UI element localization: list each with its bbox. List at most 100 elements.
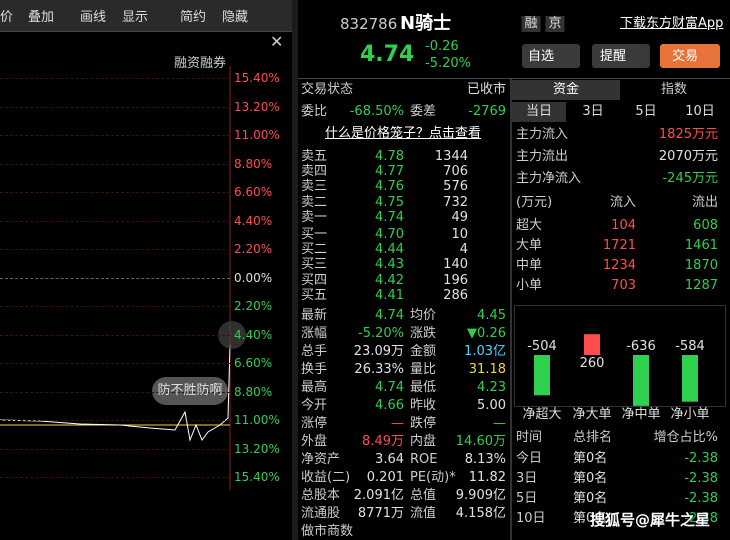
rank-position: 第0名	[573, 451, 608, 466]
stat-value: 8.49万	[362, 434, 404, 449]
rank-pct: -2.38	[684, 491, 718, 506]
period-tab[interactable]: 10日	[685, 104, 715, 119]
value: -2769	[468, 104, 506, 119]
book-price: 4.75	[375, 194, 404, 210]
row-label: 中单	[516, 258, 543, 273]
stat-value: 4.74	[375, 380, 404, 395]
inflow: 104	[611, 218, 636, 233]
book-volume: 196	[443, 272, 468, 288]
stat-value: 9.909亿	[455, 488, 506, 503]
grid-line	[0, 363, 230, 364]
tab-bg	[512, 102, 566, 122]
book-price: 4.74	[375, 209, 404, 225]
stat-label: 收益(二)	[301, 470, 351, 485]
rank-period: 今日	[516, 451, 543, 466]
toolbar-item[interactable]: 隐藏	[222, 10, 249, 25]
stat-value: 5.00	[477, 398, 506, 413]
axis-label: 4.40%	[234, 327, 273, 342]
tab[interactable]: 指数	[660, 82, 688, 97]
axis-label: 6.60%	[234, 185, 273, 199]
rank-pct: -2.38	[684, 451, 718, 466]
inflow: 1721	[602, 238, 636, 253]
toolbar	[0, 0, 292, 32]
stat-value: —	[493, 416, 506, 431]
tab-bg	[512, 80, 620, 100]
stat-label: 金额	[410, 344, 437, 359]
stat-value: 1.03亿	[464, 344, 506, 359]
stat-value: 11.82	[468, 470, 506, 485]
stat-label: PE(动)*	[410, 470, 456, 485]
rank-position: 第0名	[573, 471, 608, 486]
toolbar-item[interactable]: 显示	[122, 10, 149, 25]
toolbar-item[interactable]: 画线	[80, 10, 107, 25]
bar-label: -584	[675, 339, 705, 354]
grid-line	[0, 249, 230, 250]
download-link[interactable]: 下载东方财富App	[620, 16, 724, 31]
grid-line	[0, 391, 230, 393]
help-link[interactable]: 什么是价格笼子？点击查看	[324, 126, 482, 141]
toolbar-item[interactable]: 价	[0, 10, 14, 25]
axis-label: 8.80%	[234, 156, 273, 171]
inflow: 703	[611, 278, 636, 293]
rank-header: 增仓占比%	[653, 430, 718, 445]
book-price: 4.41	[375, 287, 404, 303]
book-volume: 140	[443, 257, 468, 273]
button-bg	[660, 44, 720, 68]
book-label: 买二	[301, 242, 328, 258]
stat-label: 内盘	[410, 434, 437, 449]
stat-label: 流值	[410, 506, 437, 521]
value: -68.50%	[349, 104, 404, 119]
book-price: 4.70	[375, 227, 404, 242]
button-bg	[522, 44, 580, 68]
button[interactable]: 交易	[672, 49, 699, 64]
bar-category: 净中单	[621, 407, 661, 422]
toolbar-item[interactable]: 叠加	[28, 10, 55, 25]
bar-category: 净小单	[670, 407, 710, 422]
stat-value: 23.09万	[353, 344, 404, 359]
outflow: 1461	[684, 238, 718, 253]
stat-label: 最低	[410, 380, 437, 395]
rank-pct: -2.38	[684, 471, 718, 486]
price: 4.74	[360, 42, 415, 67]
grid-line	[0, 334, 230, 336]
axis-label: 15.40%	[234, 470, 280, 484]
row-label: 小单	[516, 278, 543, 293]
period-tab[interactable]: 当日	[525, 104, 553, 119]
stat-label: ROE	[410, 452, 438, 467]
grid-line	[0, 106, 230, 108]
bar	[633, 355, 649, 406]
rank-pct: -2.38	[684, 511, 718, 526]
close-icon[interactable]: ✕	[270, 32, 284, 51]
button[interactable]: 提醒	[600, 49, 627, 64]
toolbar-item[interactable]: 简约	[180, 10, 207, 25]
book-volume: 706	[443, 164, 468, 180]
divider	[292, 0, 298, 540]
period-tab[interactable]: 5日	[635, 104, 657, 119]
book-price: 4.76	[375, 179, 404, 195]
book-volume: 10	[451, 227, 468, 242]
chart-lines	[0, 66, 246, 490]
grid-line	[0, 78, 230, 79]
period-tab[interactable]: 3日	[582, 104, 604, 119]
tag: 融	[521, 16, 541, 32]
stat-value: 14.60万	[455, 434, 506, 449]
stat-label: 净资产	[301, 452, 341, 467]
stat-value: 4.158亿	[455, 506, 506, 521]
chart-label: 融资融券	[173, 56, 226, 71]
stat-value: 8771万	[357, 506, 404, 521]
table-header: 流出	[691, 195, 718, 210]
button[interactable]: 自选	[528, 49, 555, 64]
stat-value: 31.18	[468, 362, 506, 377]
stat-value: 26.33%	[354, 362, 404, 377]
stat-value: 2.091亿	[353, 488, 404, 503]
inflow: 1234	[602, 258, 636, 273]
tab[interactable]: 资金	[552, 82, 580, 97]
popup-text: 防不胜防啊	[157, 383, 223, 398]
axis-label: 13.20%	[234, 99, 280, 114]
bar-panel	[514, 305, 726, 407]
stat-label: 昨收	[410, 398, 437, 413]
axis-label: 6.60%	[234, 356, 273, 370]
row-label: 大单	[516, 238, 543, 253]
table-header: (万元)	[516, 195, 553, 210]
rank-position: 第0名	[573, 511, 608, 526]
